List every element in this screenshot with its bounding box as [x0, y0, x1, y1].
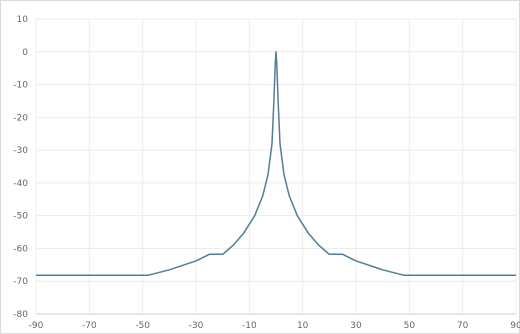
x-tick-label: 70	[457, 321, 469, 331]
gridlines	[35, 18, 517, 315]
x-tick-label: 30	[350, 321, 362, 331]
x-tick-label: 50	[404, 321, 416, 331]
x-tick-label: -50	[135, 321, 150, 331]
y-axis-ticks: 10 0 -10 -20 -30 -40 -50 -60 -70 -80	[13, 15, 28, 320]
y-tick-label: -60	[13, 244, 28, 254]
x-tick-label: -10	[242, 321, 257, 331]
y-tick-label: -80	[13, 310, 28, 320]
y-tick-label: -10	[13, 81, 28, 91]
x-tick-label: -30	[189, 321, 204, 331]
y-tick-label: -50	[13, 212, 28, 222]
series-line	[36, 51, 516, 277]
x-tick-label: 90	[510, 321, 520, 331]
y-tick-label: -40	[13, 179, 28, 189]
y-tick-label: 0	[22, 48, 28, 58]
x-axis-ticks: -90 -70 -50 -30 -10 10 30 50 70 90	[29, 321, 520, 331]
x-tick-label: 10	[297, 321, 309, 331]
y-tick-label: -30	[13, 146, 28, 156]
x-tick-label: -70	[82, 321, 97, 331]
x-tick-label: -90	[29, 321, 44, 331]
y-tick-label: -70	[13, 277, 28, 287]
y-tick-label: -20	[13, 113, 28, 123]
y-tick-label: 10	[17, 15, 29, 25]
